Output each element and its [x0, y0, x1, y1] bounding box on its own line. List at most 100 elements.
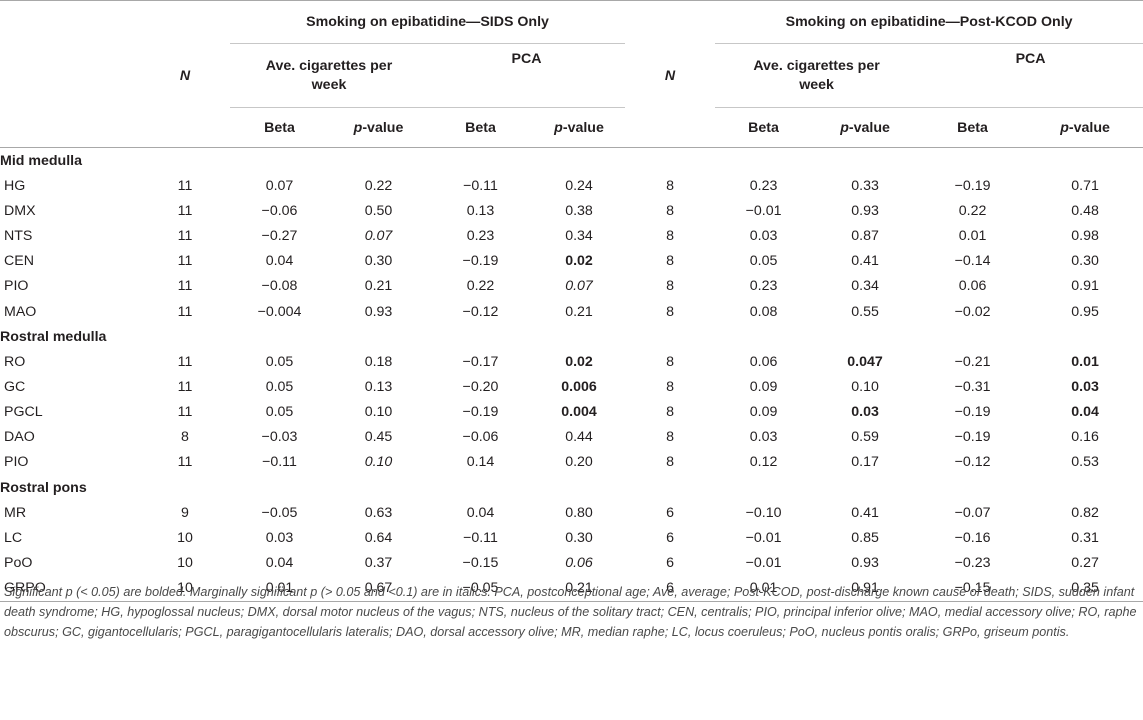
- table-cell: −0.19: [954, 177, 991, 194]
- table-cell: 0.13: [364, 378, 393, 395]
- table-cell: 8: [666, 278, 674, 295]
- table-cell: −0.06: [462, 429, 499, 446]
- table-cell: 11: [177, 253, 193, 270]
- table-cell: −0.12: [954, 454, 991, 471]
- table-row: GC 11 0.05 0.13 −0.20 0.006 8 0.09 0.10 −0.31 0.03: [0, 374, 1143, 399]
- table-cell: 0.06: [565, 555, 593, 572]
- pvalue-header: p-value: [1027, 107, 1143, 148]
- table-cell: 0.16: [1071, 429, 1099, 446]
- table-cell: 0.09: [749, 404, 778, 421]
- table-cell: 0.006: [561, 378, 597, 395]
- table-cell: 0.09: [749, 378, 778, 395]
- table-cell: 9: [181, 504, 189, 521]
- table-cell: 0.30: [565, 529, 593, 546]
- section-title: Mid medulla: [0, 152, 82, 169]
- table-cell: 0.03: [851, 404, 879, 421]
- table-cell: 0.95: [1071, 303, 1099, 320]
- table-cell: 0.10: [364, 404, 393, 421]
- table-cell: 0.85: [851, 529, 879, 546]
- table-cell: 0.03: [265, 529, 294, 546]
- table-cell: 11: [177, 202, 193, 219]
- table-cell: 11: [177, 177, 193, 194]
- table-cell: −0.06: [261, 202, 298, 219]
- pvalue-header: p-value: [533, 107, 626, 148]
- group-header-sids: Smoking on epibatidine—SIDS Only: [230, 0, 626, 44]
- table-cell: 0.12: [749, 454, 778, 471]
- table-cell: 8: [666, 227, 674, 244]
- table-cell: 0.23: [749, 278, 778, 295]
- table-row: MAO 11 −0.004 0.93 −0.12 0.21 8 0.08 0.55 −0.02 0.…: [0, 299, 1143, 324]
- table-cell: 0.87: [851, 227, 879, 244]
- table-cell: 11: [177, 404, 193, 421]
- table-cell: 0.44: [565, 429, 593, 446]
- table-cell: −0.10: [745, 504, 782, 521]
- table-cell: 0.67: [329, 575, 428, 602]
- table-cell: 0.93: [364, 303, 393, 320]
- table-cell: −0.05: [261, 504, 298, 521]
- table-cell: 0.71: [1071, 177, 1099, 194]
- table-row: PGCL 11 0.05 0.10 −0.19 0.004 8 0.09 0.03 −0.19 0.…: [0, 400, 1143, 425]
- table-cell: 0.05: [749, 253, 778, 270]
- table-row: PIO 11 −0.08 0.21 0.22 0.07 8 0.23 0.34 0.06 0.91: [0, 274, 1143, 299]
- table-cell: 0.05: [265, 404, 294, 421]
- table-cell: 0.41: [851, 504, 879, 521]
- table-cell: 0.33: [851, 177, 879, 194]
- table-cell: 0.01: [1071, 353, 1099, 370]
- section-title: Rostral medulla: [0, 328, 107, 345]
- table-cell: 0.08: [749, 303, 778, 320]
- table-row: MR 9 −0.05 0.63 0.04 0.80 6 −0.10 0.41 −0.07 0.82: [0, 500, 1143, 525]
- table-cell: 6: [625, 575, 716, 602]
- row-label: GC: [4, 378, 26, 395]
- pca-header-kcod: PCA: [918, 43, 1143, 108]
- table-cell: 6: [666, 555, 674, 572]
- table-cell: 6: [666, 504, 674, 521]
- beta-header: Beta: [918, 107, 1028, 148]
- table-cell: 0.05: [265, 378, 294, 395]
- table-cell: 0.93: [851, 555, 879, 572]
- table-cell: 11: [177, 303, 193, 320]
- table-cell: −0.27: [261, 227, 298, 244]
- table-cell: −0.01: [745, 555, 782, 572]
- beta-header: Beta: [428, 107, 533, 148]
- n-header-sids: N: [179, 67, 191, 84]
- table-cell: 0.07: [265, 177, 294, 194]
- table-row: CEN 11 0.04 0.30 −0.19 0.02 8 0.05 0.41 −0.14 0.30: [0, 249, 1143, 274]
- table-cell: 0.41: [851, 253, 879, 270]
- table-cell: 0.23: [466, 227, 495, 244]
- row-label: RO: [4, 353, 26, 370]
- pca-header-sids: PCA: [428, 43, 626, 108]
- results-table: Smoking on epibatidine—SIDS Only Smoking…: [0, 0, 1143, 602]
- table-cell: −0.15: [462, 555, 499, 572]
- table-row: RO 11 0.05 0.18 −0.17 0.02 8 0.06 0.047 −0.21 0.01: [0, 349, 1143, 374]
- table-cell: 0.02: [565, 253, 593, 270]
- table-cell: 0.91: [812, 575, 919, 602]
- table-cell: 0.50: [364, 202, 393, 219]
- row-label: PoO: [4, 555, 33, 572]
- table-cell: −0.19: [462, 253, 499, 270]
- table-cell: 0.82: [1071, 504, 1099, 521]
- table-cell: 0.63: [364, 504, 393, 521]
- pvalue-header: p-value: [812, 107, 919, 148]
- table-row: DAO 8 −0.03 0.45 −0.06 0.44 8 0.03 0.59 −0.19 0.16: [0, 425, 1143, 450]
- table-cell: 0.04: [265, 253, 294, 270]
- table-cell: 8: [666, 404, 674, 421]
- table-cell: 0.07: [364, 227, 393, 244]
- table-cell: 0.21: [565, 303, 593, 320]
- table-cell: −0.07: [954, 504, 991, 521]
- row-label: MAO: [4, 303, 37, 320]
- table-row: PIO 11 −0.11 0.10 0.14 0.20 8 0.12 0.17 −0.12 0.53: [0, 450, 1143, 475]
- row-label: GRPO: [0, 575, 140, 602]
- section-title: Rostral pons: [0, 479, 87, 496]
- row-label: PIO: [4, 454, 29, 471]
- table-cell: −0.19: [462, 404, 499, 421]
- table-row: LC 10 0.03 0.64 −0.11 0.30 6 −0.01 0.85 −0.16 0.31: [0, 525, 1143, 550]
- table-cell: 0.30: [364, 253, 393, 270]
- table-cell: 0.18: [364, 353, 393, 370]
- table-cell: 8: [666, 378, 674, 395]
- table-cell: 11: [177, 378, 193, 395]
- table-cell: 0.04: [1071, 404, 1099, 421]
- table-cell: 0.48: [1071, 202, 1099, 219]
- table-cell: 8: [666, 303, 674, 320]
- table-cell: 8: [666, 429, 674, 446]
- table-cell: 0.22: [364, 177, 393, 194]
